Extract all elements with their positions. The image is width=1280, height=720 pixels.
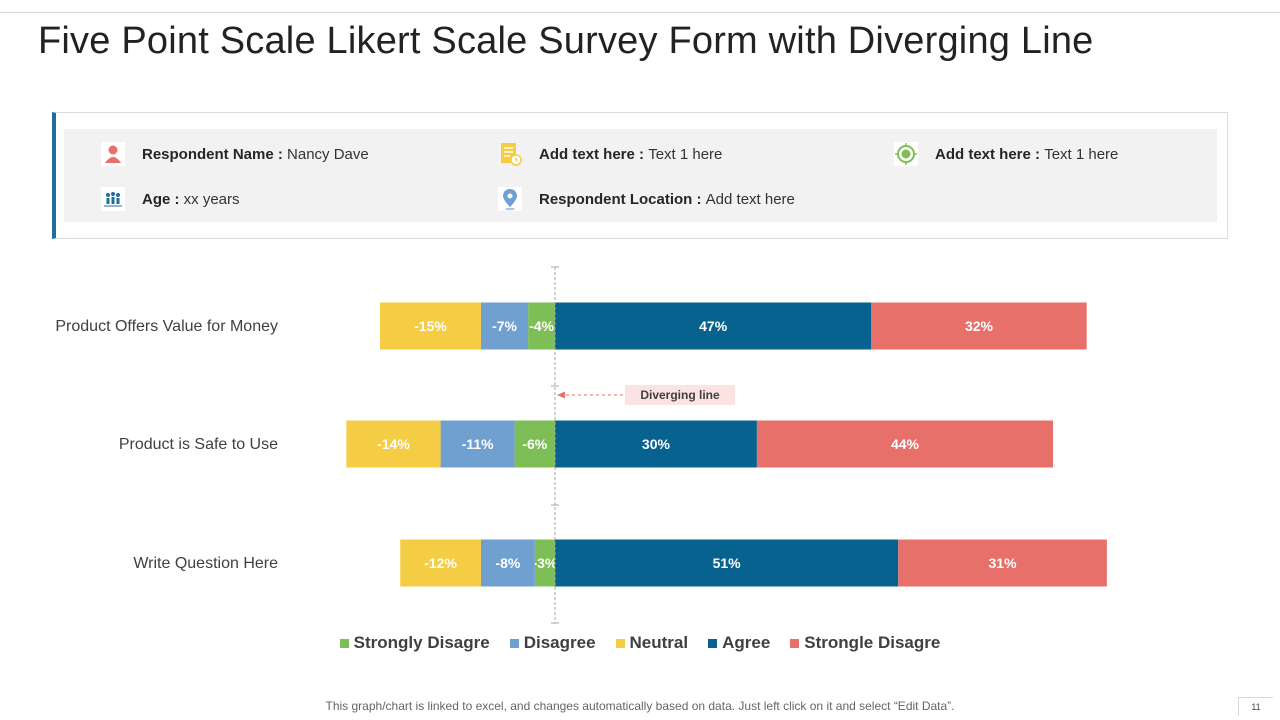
question-label: Product is Safe to Use [119,436,278,453]
bar-segment-strongle-disagree [898,539,1107,587]
add-text-row-2: Add text here : Text 1 here [893,141,1118,167]
question-label: Product Offers Value for Money [55,318,278,335]
diverging-line-callout [625,385,735,405]
diverging-line-annotation: Diverging line [640,388,720,402]
question-label: Write Question Here [133,555,278,572]
add-text-row-1: Add text here : Text 1 here [497,141,722,167]
add-text-value-1: Text 1 here [648,145,723,163]
legend-item-neutral: Neutral [615,633,689,653]
data-label: -7% [492,318,517,334]
data-label: -11% [462,436,494,452]
bar-segment-neutral [380,302,481,350]
bar-segment-disagree [480,539,535,587]
bar-segment-disagree [480,302,529,350]
respondent-info-card: Respondent Name : Nancy Dave Age : xx ye… [52,112,1228,239]
bar-segment-strongly-disagree [514,420,555,468]
data-label: 30% [642,436,671,452]
bar-segment-agree [555,420,757,468]
person-icon [100,141,126,167]
legend-swatch [708,638,718,648]
chart-legend: Strongly Disagre Disagree Neutral Agree Stro… [0,633,1280,653]
callout-arrow-head [557,391,565,399]
respondent-name-label: Respondent Name : [142,145,283,163]
top-rule [0,12,1280,13]
legend-item-strongle-disagree: Strongle Disagre [790,633,940,653]
bar-segment-agree [555,302,872,350]
age-value: xx years [183,190,240,208]
data-label: -8% [495,555,520,571]
legend-swatch [615,638,625,648]
age-label: Age : [142,190,180,208]
bar-segment-strongly-disagree [534,539,555,587]
data-label: 44% [891,436,920,452]
legend-swatch [339,638,349,648]
data-label: 31% [989,555,1018,571]
data-label: -14% [377,436,410,452]
data-label: -3% [532,555,557,571]
bar-segment-strongle-disagree [756,420,1054,468]
add-text-label-1: Add text here : [539,145,645,163]
data-label: -4% [529,318,554,334]
document-icon [497,141,523,167]
data-label: -12% [424,555,457,571]
add-text-label-2: Add text here : [935,145,1041,163]
legend-item-strongly-disagree: Strongly Disagre [339,633,490,653]
page-title: Five Point Scale Likert Scale Survey For… [38,20,1094,62]
legend-swatch [790,638,800,648]
bar-segment-neutral [346,420,441,468]
legend-item-agree: Agree [708,633,770,653]
data-label: -6% [522,436,547,452]
legend-label: Strongle Disagre [804,633,941,652]
footer-note: This graph/chart is linked to excel, and… [325,699,955,713]
bar-segment-strongly-disagree [528,302,555,350]
legend-label: Neutral [629,633,689,652]
data-label: -15% [414,318,447,334]
legend-label: Disagree [523,633,596,652]
legend-label: Agree [722,633,771,652]
location-pin-icon [497,186,523,212]
target-clock-icon [893,141,919,167]
respondent-location-label: Respondent Location : [539,190,702,208]
legend-swatch [509,638,519,648]
bar-segment-disagree [440,420,515,468]
page-number: 11 [1238,697,1273,716]
add-text-value-2: Text 1 here [1044,145,1119,163]
data-label: 51% [713,555,742,571]
legend-item-disagree: Disagree [509,633,596,653]
bar-segment-neutral [400,539,481,587]
respondent-name-value: Nancy Dave [287,145,369,163]
group-icon [100,186,126,212]
legend-label: Strongly Disagre [353,633,490,652]
bar-segment-agree [555,539,899,587]
respondent-location-value: Add text here [705,190,795,208]
bar-segment-strongle-disagree [871,302,1087,350]
age-row: Age : xx years [100,186,240,212]
data-label: 32% [965,318,994,334]
data-label: 47% [699,318,728,334]
respondent-info-panel: Respondent Name : Nancy Dave Age : xx ye… [64,129,1217,222]
respondent-name-row: Respondent Name : Nancy Dave [100,141,369,167]
respondent-location-row: Respondent Location : Add text here [497,186,795,212]
